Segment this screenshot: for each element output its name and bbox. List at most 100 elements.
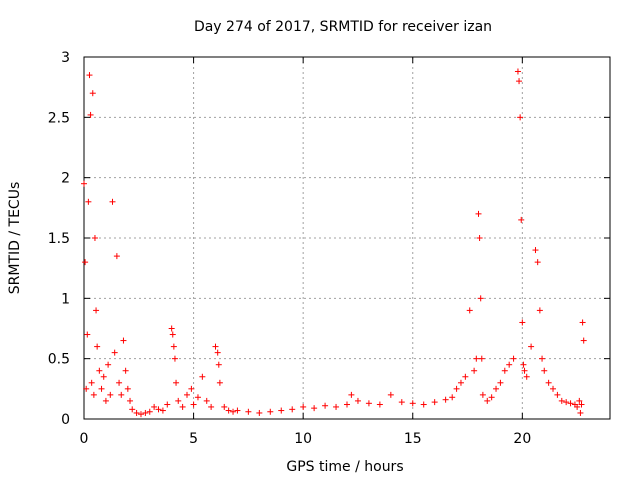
data-point bbox=[142, 409, 149, 416]
data-point bbox=[245, 408, 252, 415]
data-point bbox=[510, 355, 517, 362]
data-point bbox=[85, 198, 92, 205]
data-point bbox=[580, 337, 587, 344]
data-point bbox=[300, 403, 307, 410]
data-point bbox=[534, 259, 541, 266]
data-point bbox=[190, 401, 197, 408]
data-point bbox=[462, 373, 469, 380]
data-point bbox=[576, 397, 583, 404]
data-point bbox=[449, 394, 456, 401]
data-point bbox=[256, 409, 263, 416]
data-point bbox=[116, 379, 123, 386]
data-point bbox=[168, 325, 175, 332]
data-point bbox=[554, 391, 561, 398]
data-point bbox=[541, 367, 548, 374]
data-point bbox=[216, 379, 223, 386]
y-tick-label: 1 bbox=[61, 291, 70, 307]
data-point bbox=[124, 385, 131, 392]
data-point bbox=[473, 355, 480, 362]
data-point bbox=[88, 379, 95, 386]
x-tick-label: 15 bbox=[404, 431, 422, 447]
data-point bbox=[278, 407, 285, 414]
tick-labels: 0 5 10 15 20 0 0.5 1 1.5 2 2.5 3 bbox=[48, 50, 532, 447]
plot-border bbox=[83, 56, 611, 420]
data-point bbox=[567, 400, 574, 407]
data-point bbox=[83, 385, 90, 392]
data-point bbox=[488, 394, 495, 401]
data-point bbox=[528, 343, 535, 350]
x-tick-label: 20 bbox=[513, 431, 531, 447]
data-point bbox=[94, 343, 101, 350]
data-point bbox=[497, 379, 504, 386]
data-point bbox=[532, 247, 539, 254]
data-point bbox=[102, 397, 109, 404]
grid-lines bbox=[84, 57, 610, 419]
data-point bbox=[431, 399, 438, 406]
data-point bbox=[84, 331, 91, 338]
y-axis-label: SRMTID / TECUs bbox=[7, 182, 23, 295]
data-point bbox=[137, 411, 144, 418]
data-point bbox=[506, 361, 513, 368]
data-point bbox=[577, 409, 584, 416]
data-point bbox=[516, 78, 523, 85]
data-point bbox=[344, 401, 350, 408]
data-point bbox=[475, 210, 482, 217]
data-point bbox=[164, 401, 171, 408]
data-point bbox=[354, 397, 361, 404]
data-point bbox=[493, 385, 500, 392]
data-point bbox=[188, 385, 195, 392]
data-point bbox=[578, 401, 585, 408]
data-point bbox=[519, 319, 526, 326]
data-point bbox=[175, 397, 182, 404]
data-point bbox=[479, 391, 486, 398]
data-point bbox=[501, 367, 508, 374]
data-point bbox=[194, 394, 201, 401]
axis-ticks bbox=[83, 56, 610, 420]
data-point bbox=[517, 114, 524, 121]
data-point bbox=[333, 403, 340, 410]
data-point bbox=[173, 379, 180, 386]
data-point bbox=[348, 391, 355, 398]
data-point bbox=[476, 235, 483, 241]
data-point bbox=[107, 391, 114, 398]
data-point bbox=[203, 397, 210, 404]
data-point bbox=[550, 385, 557, 392]
data-point bbox=[96, 367, 103, 374]
data-point bbox=[151, 403, 158, 410]
data-point bbox=[230, 408, 237, 415]
data-point bbox=[155, 406, 162, 413]
data-point bbox=[457, 379, 464, 386]
data-point bbox=[169, 331, 176, 338]
x-tick-label: 10 bbox=[294, 431, 312, 447]
y-tick-label: 3 bbox=[61, 50, 70, 66]
data-point bbox=[100, 373, 107, 380]
data-point bbox=[376, 401, 383, 408]
data-point bbox=[518, 216, 525, 223]
y-tick-label: 2 bbox=[61, 171, 70, 187]
y-tick-label: 0.5 bbox=[48, 352, 70, 368]
data-point bbox=[539, 355, 546, 362]
data-point bbox=[82, 259, 89, 266]
data-point bbox=[87, 111, 94, 118]
data-point bbox=[118, 391, 125, 398]
data-point bbox=[199, 373, 206, 380]
data-point bbox=[221, 403, 228, 410]
data-point bbox=[478, 355, 485, 362]
data-point bbox=[159, 407, 166, 414]
data-point bbox=[267, 408, 274, 415]
data-point bbox=[133, 409, 140, 416]
data-point bbox=[520, 361, 527, 368]
data-point bbox=[387, 391, 394, 398]
data-point bbox=[90, 391, 97, 398]
data-point bbox=[146, 408, 153, 415]
data-point bbox=[453, 385, 460, 392]
data-point bbox=[420, 401, 427, 408]
data-point bbox=[170, 343, 177, 350]
data-point bbox=[563, 399, 570, 406]
data-point bbox=[289, 406, 296, 413]
data-point bbox=[442, 396, 449, 403]
y-tick-label: 0 bbox=[61, 412, 70, 428]
data-point bbox=[398, 399, 405, 406]
x-tick-label: 5 bbox=[189, 431, 198, 447]
